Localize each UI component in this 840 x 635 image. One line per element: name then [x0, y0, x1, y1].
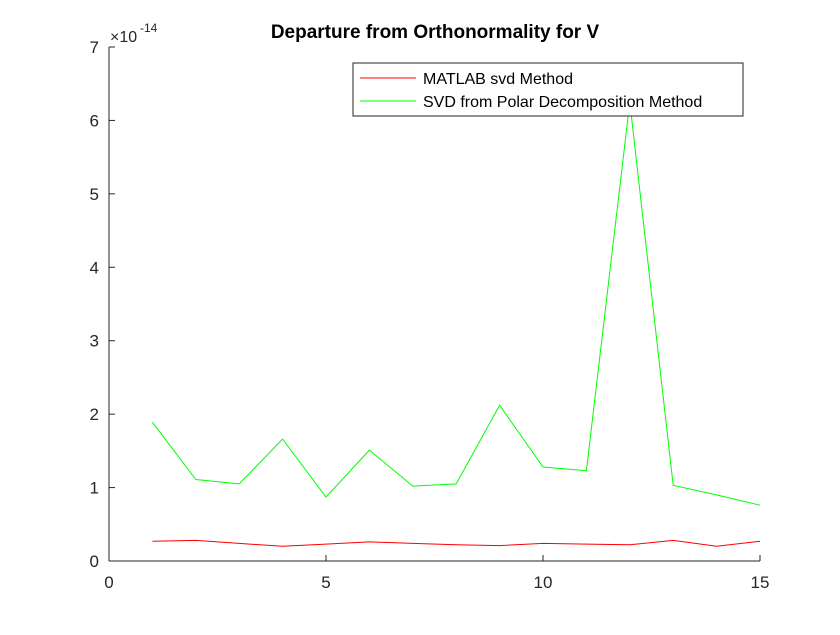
x-tick-label: 15: [751, 573, 770, 592]
chart-title: Departure from Orthonormality for V: [271, 22, 600, 43]
y-tick-label: 4: [90, 258, 99, 277]
y-tick-label: 0: [90, 552, 99, 571]
plot-axes: [108, 47, 760, 562]
legend: MATLAB svd Method SVD from Polar Decompo…: [352, 62, 744, 117]
x-tick-label: 0: [104, 573, 113, 592]
y-tick-label: 2: [90, 405, 99, 424]
y-axis-exponent: ×10 -14: [110, 21, 158, 46]
series-lines: [152, 102, 761, 547]
legend-label-matlab-svd: MATLAB svd Method: [423, 71, 573, 88]
legend-label-polar-svd: SVD from Polar Decomposition Method: [423, 94, 702, 111]
y-tick-label: 6: [90, 111, 99, 130]
y-tick-label: 5: [90, 185, 99, 204]
y-tick-label: 3: [90, 332, 99, 351]
y-tick-label: 7: [90, 38, 99, 57]
y-axis-exponent-power: -14: [140, 21, 158, 35]
y-tick-label: 1: [90, 479, 99, 498]
series-line-matlab-svd: [152, 539, 761, 547]
y-axis-exponent-base: ×10: [110, 29, 137, 46]
x-axis-ticks: 0 5 10 15: [104, 555, 769, 592]
legend-box: [352, 62, 744, 117]
y-axis-ticks: 0 1 2 3 4 5 6 7: [90, 38, 115, 571]
series-line-polar-svd: [152, 102, 761, 506]
x-tick-label: 10: [534, 573, 553, 592]
x-tick-label: 5: [321, 573, 330, 592]
